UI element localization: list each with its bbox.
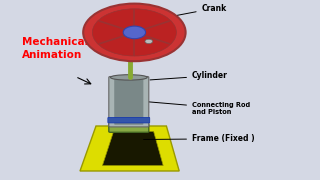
Text: Crank: Crank (166, 4, 227, 17)
Text: Connecting Rod
and Piston: Connecting Rod and Piston (139, 101, 250, 114)
FancyBboxPatch shape (109, 123, 149, 132)
Text: Cylinder: Cylinder (150, 71, 228, 80)
Polygon shape (102, 131, 163, 166)
Ellipse shape (110, 75, 147, 80)
Text: Frame (Fixed ): Frame (Fixed ) (144, 134, 255, 143)
Circle shape (123, 26, 146, 39)
FancyBboxPatch shape (109, 76, 149, 127)
Circle shape (145, 39, 153, 44)
Text: Mechanical
Animation: Mechanical Animation (22, 37, 89, 60)
Polygon shape (80, 126, 179, 171)
Circle shape (92, 9, 176, 56)
Circle shape (83, 4, 186, 61)
FancyBboxPatch shape (108, 117, 150, 123)
FancyBboxPatch shape (114, 77, 143, 125)
